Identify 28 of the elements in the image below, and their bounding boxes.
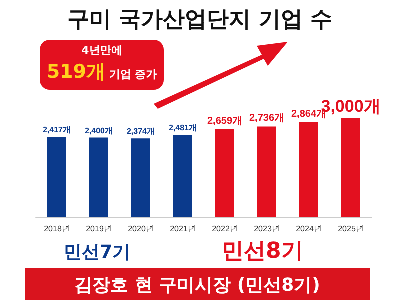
bar: [216, 129, 234, 217]
data-label: 2,659개: [207, 116, 243, 127]
bar: [258, 126, 276, 217]
bar: [300, 122, 318, 217]
x-tick-label: 2021년: [170, 224, 196, 234]
data-label: 2,374개: [126, 127, 156, 136]
data-label: 2,417개: [42, 126, 72, 135]
x-tick-label: 2024년: [296, 224, 322, 234]
bar: [90, 138, 108, 217]
text: 민선7기: [64, 241, 131, 264]
bar: [48, 137, 66, 217]
x-tick-label: 2018년: [44, 224, 70, 234]
data-label: 2,481개: [168, 124, 198, 133]
x-tick-label: 2020년: [128, 224, 154, 234]
x-tick-label: 2025년: [338, 224, 364, 234]
data-label: 2,400개: [84, 126, 114, 136]
text: 4년만에: [80, 43, 124, 58]
text: 519개 기업 증가: [46, 60, 158, 85]
x-tick-label: 2023년: [254, 224, 280, 234]
text: 민선8기: [222, 238, 304, 266]
bar: [174, 135, 192, 217]
x-tick-label: 2019년: [86, 224, 112, 234]
x-tick-label: 2022년: [212, 224, 238, 234]
bar: [342, 118, 360, 217]
data-label: 2,736개: [249, 113, 285, 124]
chart-title: 구미 국가산업단지 기업 수: [68, 8, 332, 32]
bar: [132, 138, 150, 217]
text: 김장호 현 구미시장 (민선8기): [74, 274, 322, 297]
